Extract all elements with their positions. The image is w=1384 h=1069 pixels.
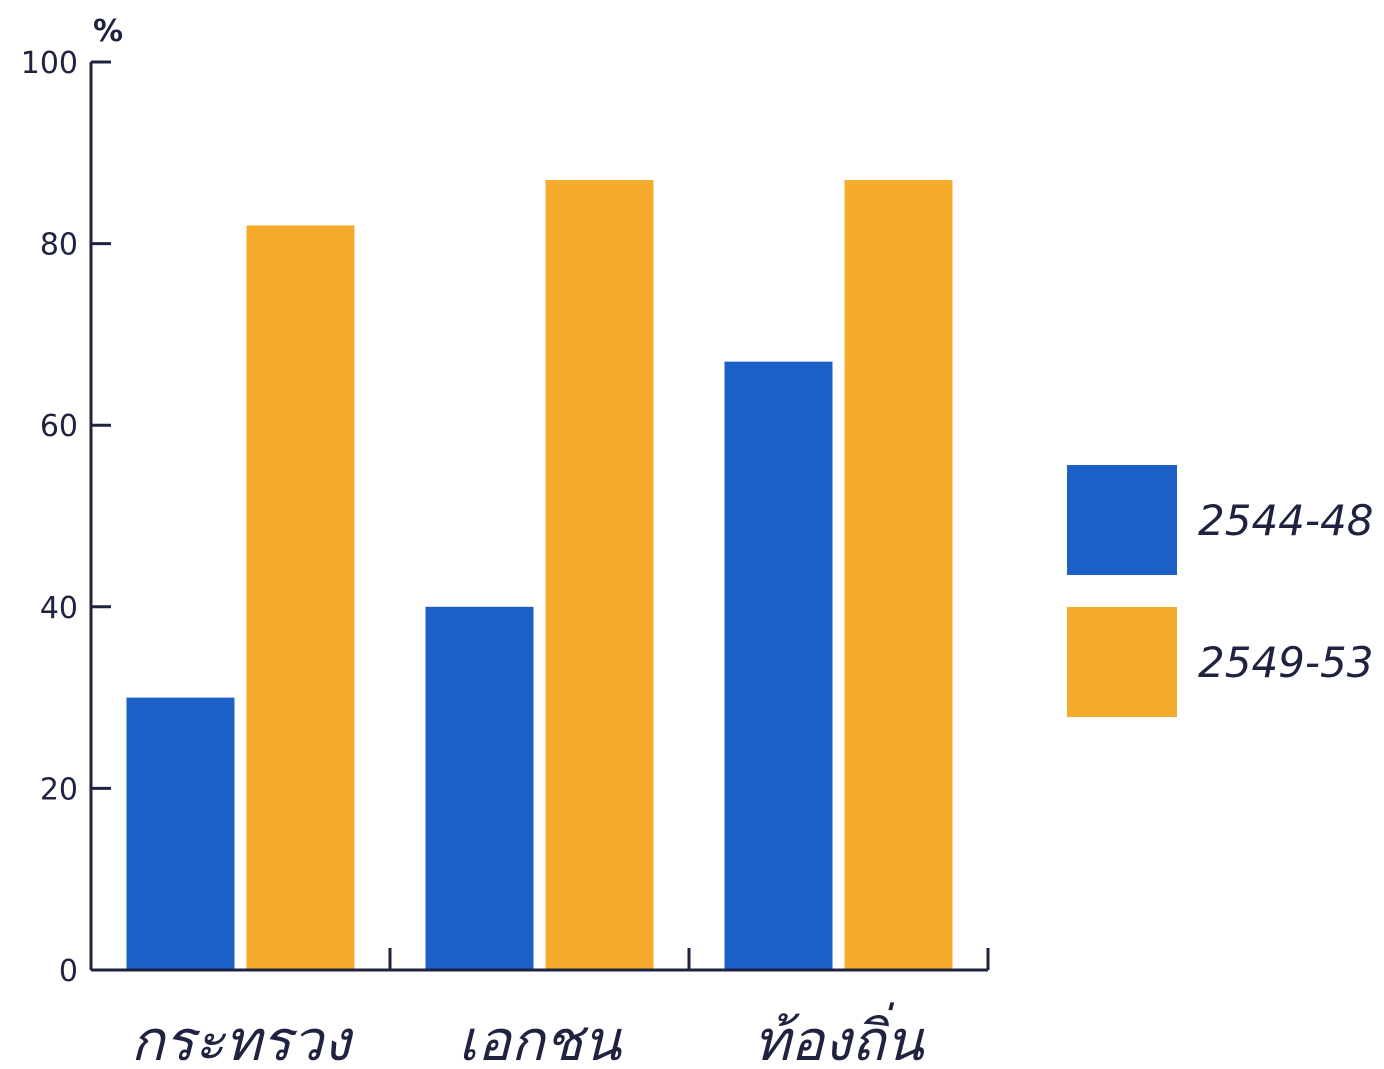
bar-2544-48-3 [724, 361, 833, 969]
x-category-label: เอกชน [458, 1009, 623, 1069]
y-tick-label: 100 [21, 46, 78, 81]
bar-2544-48-2 [425, 606, 534, 969]
y-tick-label: 40 [40, 591, 78, 626]
bars [126, 180, 953, 969]
y-unit-label: % [93, 14, 123, 49]
x-category-label: ท้องถิ่น [753, 1002, 925, 1069]
legend-label: 2544-48 [1198, 496, 1374, 545]
bar-2549-53-2 [545, 180, 654, 969]
legend-swatch [1067, 607, 1177, 717]
legend-swatch [1067, 465, 1177, 575]
y-tick-label: 60 [40, 409, 78, 444]
bar-2549-53-3 [844, 180, 953, 969]
y-tick-label: 0 [59, 954, 78, 989]
axes: 0 20 40 60 80 100% [21, 14, 990, 989]
y-tick-label: 20 [40, 772, 78, 807]
x-category-label: กระทรวง [131, 1009, 355, 1069]
bar-2549-53-1 [246, 225, 355, 969]
labels: กระทรวง เอกชน ท้องถิ่น [131, 1002, 926, 1069]
legend: 2544-48 2549-53 [1067, 465, 1374, 717]
y-tick-label: 80 [40, 228, 78, 263]
legend-label: 2549-53 [1198, 638, 1374, 687]
bar-2544-48-1 [126, 697, 235, 969]
